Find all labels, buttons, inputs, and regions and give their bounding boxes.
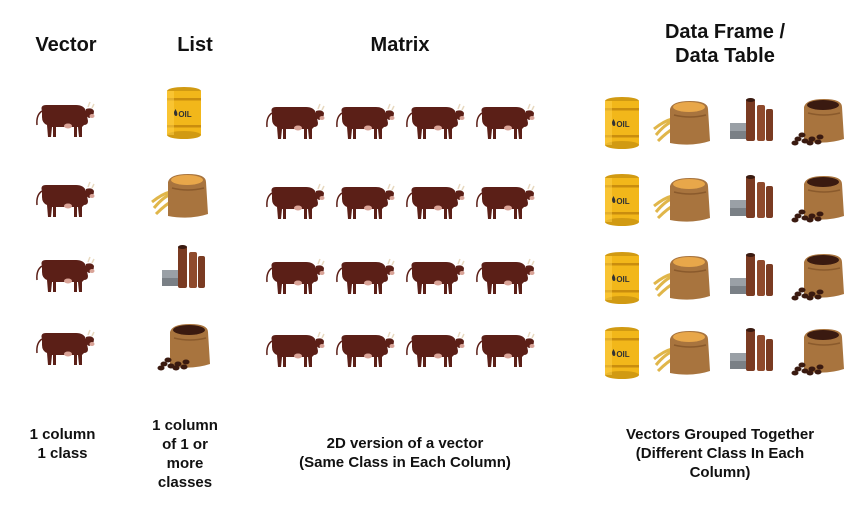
cow-icon [332, 179, 396, 223]
svg-text:OIL: OIL [178, 110, 191, 119]
svg-text:OIL: OIL [616, 275, 629, 284]
cow-icon [472, 179, 536, 223]
oil-barrel-icon: OIL [602, 95, 642, 151]
cow-icon [472, 254, 536, 298]
cow-icon [402, 254, 466, 298]
matrix-title: Matrix [370, 34, 430, 56]
cow-icon [32, 97, 96, 141]
coffee-sack-icon [790, 172, 846, 226]
vector-title: Vector [35, 34, 97, 56]
metal-pipes-icon [728, 325, 776, 375]
svg-text:OIL: OIL [616, 120, 629, 129]
grain-sack-icon [150, 168, 210, 220]
grain-sack-icon [652, 172, 712, 224]
list-title: List [177, 34, 213, 56]
cow-icon [402, 179, 466, 223]
oil-barrel-icon: OIL [602, 172, 642, 228]
cow-icon [472, 99, 536, 143]
coffee-sack-icon [790, 325, 846, 379]
metal-pipes-icon [728, 250, 776, 300]
cow-icon [402, 327, 466, 371]
metal-pipes-icon [160, 242, 208, 292]
oil-barrel-icon: OIL [164, 85, 204, 141]
cow-icon [262, 99, 326, 143]
cow-icon [332, 254, 396, 298]
cow-icon [262, 327, 326, 371]
grain-sack-icon [652, 325, 712, 377]
grain-sack-icon [652, 95, 712, 147]
list-caption: 1 column of 1 or more classes [152, 417, 218, 491]
vector-caption: 1 column 1 class [29, 426, 96, 462]
cow-icon [32, 252, 96, 296]
metal-pipes-icon [728, 95, 776, 145]
cow-icon [262, 254, 326, 298]
coffee-sack-icon [790, 250, 846, 304]
grain-sack-icon [652, 250, 712, 302]
cow-icon [32, 177, 96, 221]
coffee-sack-icon [790, 95, 846, 149]
coffee-sack-icon [156, 320, 212, 374]
dataframe-title: Data Frame / Data Table [664, 21, 786, 67]
cow-icon [332, 99, 396, 143]
oil-barrel-icon: OIL [602, 325, 642, 381]
cow-icon [32, 325, 96, 369]
cow-icon [262, 179, 326, 223]
metal-pipes-icon [728, 172, 776, 222]
dataframe-caption: Vectors Grouped Together (Different Clas… [625, 426, 815, 481]
cow-icon [402, 99, 466, 143]
cow-icon [332, 327, 396, 371]
oil-barrel-icon: OIL [602, 250, 642, 306]
cow-icon [472, 327, 536, 371]
svg-text:OIL: OIL [616, 350, 629, 359]
matrix-caption: 2D version of a vector (Same Class in Ea… [299, 435, 511, 471]
svg-text:OIL: OIL [616, 197, 629, 206]
